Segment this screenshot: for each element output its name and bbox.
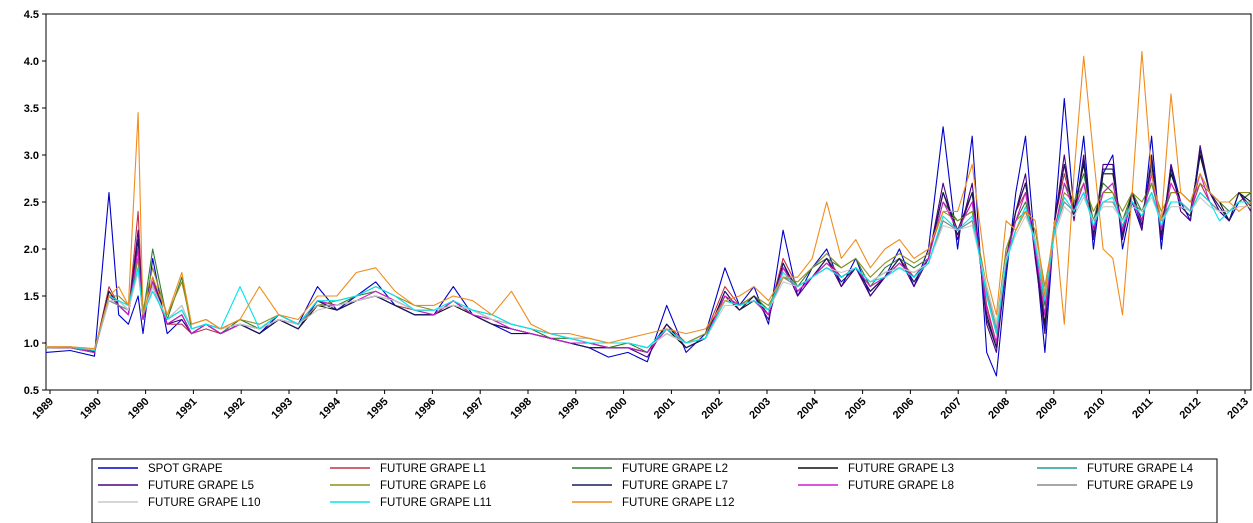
x-tick-label: 2012 — [1178, 396, 1204, 422]
x-tick-label: 1994 — [317, 395, 343, 421]
y-tick-label: 3.5 — [24, 103, 39, 115]
legend-label: FUTURE GRAPE L6 — [380, 480, 486, 492]
y-tick-label: 1.0 — [24, 338, 39, 350]
x-tick-label: 2003 — [747, 396, 773, 422]
y-axis: 0.5 1.0 1.5 2.0 2.5 3.0 3.5 4.0 4.5 — [24, 9, 46, 397]
legend-label: FUTURE GRAPE L2 — [622, 463, 728, 475]
x-tick-label: 2008 — [986, 396, 1012, 422]
y-tick-label: 4.0 — [24, 56, 39, 68]
y-tick-label: 2.0 — [24, 244, 39, 256]
x-tick-label: 1992 — [222, 396, 248, 422]
legend-label: FUTURE GRAPE L7 — [622, 480, 728, 492]
legend-label: FUTURE GRAPE L1 — [380, 463, 486, 475]
x-tick-label: 2002 — [700, 396, 726, 422]
legend-label: FUTURE GRAPE L12 — [622, 497, 734, 509]
x-tick-label: 1989 — [30, 396, 56, 422]
legend: SPOT GRAPE FUTURE GRAPE L1 FUTURE GRAPE L2… — [91, 458, 1218, 523]
y-tick-label: 1.5 — [24, 291, 39, 303]
x-tick-label: 2007 — [939, 396, 965, 422]
x-tick-label: 2004 — [795, 395, 821, 421]
series-line-future-grape-l11 — [45, 192, 1251, 352]
series-line-future-grape-l12 — [46, 51, 1252, 350]
series-layer — [45, 51, 1252, 377]
y-tick-label: 3.0 — [24, 150, 39, 162]
legend-label: FUTURE GRAPE L11 — [380, 497, 492, 509]
x-tick-label: 1995 — [365, 396, 391, 422]
x-tick-label: 2000 — [604, 396, 630, 422]
legend-box — [91, 458, 1218, 523]
x-tick-label: 1997 — [461, 396, 487, 422]
x-tick-label: 2005 — [843, 396, 869, 422]
x-tick-label: 1996 — [413, 396, 439, 422]
legend-label: SPOT GRAPE — [148, 463, 223, 475]
legend-label: FUTURE GRAPE L5 — [148, 480, 254, 492]
x-axis: 1989 1990 1990 1991 1992 1993 1994 1995 1996 1997… — [30, 390, 1251, 421]
legend-label: FUTURE GRAPE L9 — [1087, 480, 1193, 492]
legend-label: FUTURE GRAPE L4 — [1087, 463, 1194, 475]
x-tick-label: 1993 — [269, 396, 295, 422]
x-tick-label: 2006 — [891, 396, 917, 422]
x-tick-label: 1999 — [556, 396, 582, 422]
legend-label: FUTURE GRAPE L10 — [148, 497, 260, 509]
x-tick-label: 1990 — [126, 396, 152, 422]
x-tick-label: 1990 — [78, 396, 104, 422]
legend-label: FUTURE GRAPE L3 — [848, 463, 954, 475]
y-tick-label: 2.5 — [24, 197, 39, 209]
x-tick-label: 1991 — [174, 396, 200, 422]
x-tick-label: 2010 — [1082, 396, 1108, 422]
x-tick-label: 2011 — [1130, 396, 1155, 421]
x-tick-label: 1998 — [508, 396, 534, 422]
x-tick-label: 2009 — [1034, 396, 1060, 422]
x-tick-label: 2013 — [1225, 396, 1251, 422]
legend-label: FUTURE GRAPE L8 — [848, 480, 954, 492]
x-tick-label: 2001 — [652, 396, 678, 422]
y-tick-label: 0.5 — [24, 385, 39, 397]
y-tick-label: 4.5 — [24, 9, 39, 21]
